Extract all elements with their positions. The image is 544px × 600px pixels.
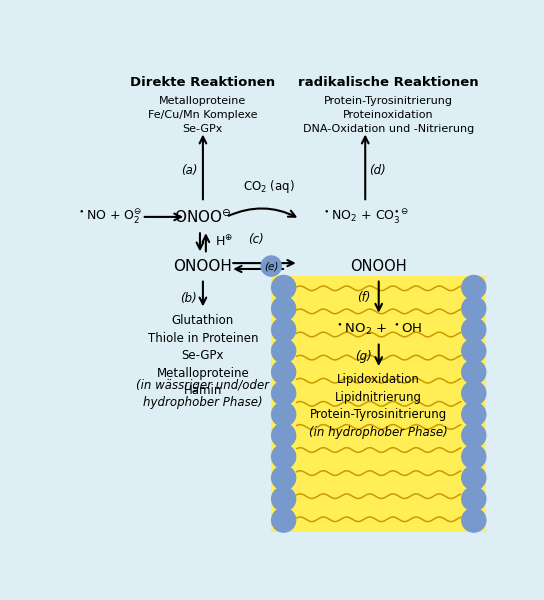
Circle shape — [462, 360, 486, 384]
Circle shape — [271, 466, 296, 490]
Text: Direkte Reaktionen: Direkte Reaktionen — [131, 76, 275, 89]
Text: ONOOH: ONOOH — [350, 259, 407, 274]
Text: $\mathregular{{}^\bullet}$NO + O$_2^{\mathregular{\ominus}}$: $\mathregular{{}^\bullet}$NO + O$_2^{\ma… — [77, 208, 143, 226]
Circle shape — [271, 360, 296, 384]
Bar — [271, 275, 486, 532]
Text: ONOO$^{\mathregular{\ominus}}$: ONOO$^{\mathregular{\ominus}}$ — [174, 208, 232, 226]
Circle shape — [462, 403, 486, 427]
Circle shape — [462, 339, 486, 363]
Circle shape — [271, 445, 296, 469]
Text: $\mathregular{{}^\bullet}$NO$_2$ + $\mathregular{{}^\bullet}$OH: $\mathregular{{}^\bullet}$NO$_2$ + $\mat… — [335, 322, 422, 337]
Text: (in wässriger und/oder
hydrophober Phase): (in wässriger und/oder hydrophober Phase… — [137, 379, 269, 409]
Circle shape — [462, 424, 486, 448]
Circle shape — [271, 403, 296, 427]
Circle shape — [462, 508, 486, 532]
Text: (a): (a) — [181, 164, 197, 177]
Text: radikalische Reaktionen: radikalische Reaktionen — [298, 76, 479, 89]
Circle shape — [462, 487, 486, 511]
Text: Lipidoxidation
Lipidnitrierung
Protein-Tyrosinitrierung: Lipidoxidation Lipidnitrierung Protein-T… — [310, 373, 447, 421]
Circle shape — [261, 256, 281, 276]
Text: (b): (b) — [180, 292, 196, 305]
Text: (f): (f) — [357, 291, 370, 304]
Circle shape — [462, 445, 486, 469]
Circle shape — [462, 381, 486, 405]
Text: (e): (e) — [264, 261, 279, 271]
Circle shape — [271, 318, 296, 342]
Text: (c): (c) — [248, 233, 263, 247]
Circle shape — [462, 318, 486, 342]
Text: (g): (g) — [356, 350, 372, 363]
Text: ONOOH: ONOOH — [174, 259, 232, 274]
Text: (in hydrophober Phase): (in hydrophober Phase) — [310, 427, 448, 439]
Text: Metalloproteine
Fe/Cu/Mn Komplexe
Se-GPx: Metalloproteine Fe/Cu/Mn Komplexe Se-GPx — [148, 97, 258, 134]
Circle shape — [271, 381, 296, 405]
Circle shape — [462, 275, 486, 299]
Circle shape — [271, 296, 296, 320]
Circle shape — [271, 424, 296, 448]
Circle shape — [462, 296, 486, 320]
Text: (d): (d) — [369, 164, 386, 177]
Circle shape — [271, 487, 296, 511]
Text: CO$_2$ (aq): CO$_2$ (aq) — [243, 178, 295, 195]
Text: Glutathion
Thiole in Proteinen
Se-GPx
Metalloproteine
Hämin: Glutathion Thiole in Proteinen Se-GPx Me… — [147, 314, 258, 397]
Circle shape — [271, 339, 296, 363]
Text: H$^{\mathregular{\oplus}}$: H$^{\mathregular{\oplus}}$ — [215, 234, 233, 249]
Circle shape — [271, 275, 296, 299]
Text: Protein-Tyrosinitrierung
Proteinoxidation
DNA-Oxidation und -Nitrierung: Protein-Tyrosinitrierung Proteinoxidatio… — [303, 97, 474, 134]
Circle shape — [462, 466, 486, 490]
Circle shape — [271, 508, 296, 532]
Text: $\mathregular{{}^\bullet}$NO$_2$ + CO$_3^{\mathregular{\bullet\ominus}}$: $\mathregular{{}^\bullet}$NO$_2$ + CO$_3… — [322, 208, 409, 226]
